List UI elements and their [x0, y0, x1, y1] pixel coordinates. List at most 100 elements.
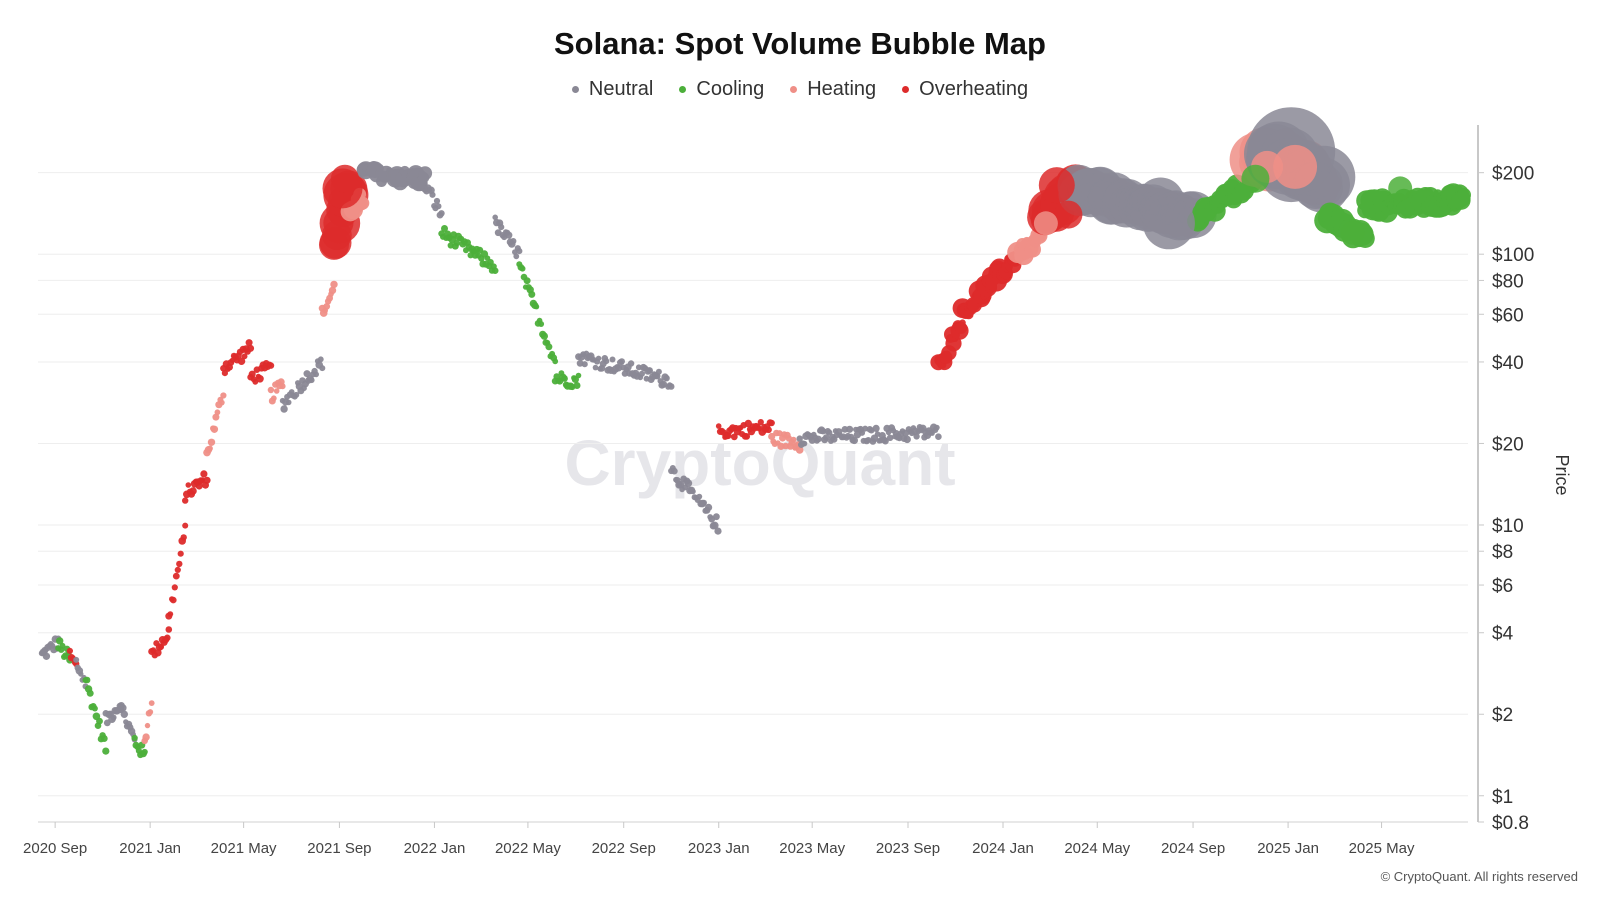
- bubble-heating: [270, 395, 277, 402]
- bubble-neutral: [317, 356, 324, 363]
- bubble-neutral: [663, 375, 670, 382]
- bubble-neutral: [659, 380, 668, 388]
- bubble-cooling-large: [1388, 176, 1413, 201]
- bubble-overheating: [730, 433, 738, 441]
- bubble-heating: [795, 446, 804, 454]
- y-tick-label: $4: [1492, 624, 1514, 645]
- bubble-neutral: [492, 214, 499, 221]
- y-tick-label: $10: [1492, 516, 1524, 537]
- bubble-neutral: [913, 433, 920, 440]
- bubble-cooling: [100, 735, 108, 742]
- bubble-heating: [356, 196, 370, 210]
- bubble-overheating: [176, 560, 183, 568]
- copyright-text: © CryptoQuant. All rights reserved: [1380, 869, 1578, 884]
- bubble-overheating: [189, 487, 197, 495]
- bubble-heating: [328, 286, 337, 295]
- bubble-cooling: [102, 747, 110, 755]
- bubble-overheating: [182, 497, 189, 504]
- bubble-neutral: [603, 358, 610, 365]
- bubble-neutral: [815, 435, 822, 443]
- y-tick-label: $200: [1492, 164, 1534, 185]
- bubble-heating: [220, 392, 227, 399]
- bubble-overheating: [959, 319, 966, 327]
- x-tick-label: 2020 Sep: [23, 840, 87, 857]
- legend-label-overheating: Overheating: [919, 78, 1029, 100]
- bubble-overheating-large: [1054, 200, 1083, 229]
- bubble-cooling-large: [1241, 164, 1270, 193]
- bubble-heating: [142, 733, 150, 741]
- bubble-heating: [210, 425, 219, 433]
- bubble-cooling: [533, 304, 540, 310]
- bubble-neutral: [705, 503, 713, 511]
- bubble-neutral: [280, 405, 288, 413]
- bubble-neutral: [872, 424, 880, 432]
- x-tick-labels: 2020 Sep 2021 Jan 2021 May 2021 Sep 2022 Jan…: [23, 822, 1415, 857]
- legend-item-heating[interactable]: Heating: [790, 78, 876, 101]
- bubble-heating: [207, 438, 216, 446]
- bubble-neutral: [882, 437, 889, 445]
- bubble-neutral: [885, 429, 892, 436]
- bubble-cooling: [86, 689, 94, 697]
- bubble-overheating: [170, 596, 177, 604]
- bubble-neutral: [609, 356, 616, 363]
- y-tick-label: $20: [1492, 434, 1524, 455]
- x-tick-label: 2021 Sep: [307, 840, 371, 857]
- y-tick-label: $80: [1492, 271, 1524, 292]
- bubble-overheating: [221, 370, 228, 377]
- chart-title: Solana: Spot Volume Bubble Map: [553, 26, 1046, 61]
- bubble-overheating: [154, 649, 162, 657]
- bubble-overheating: [757, 419, 764, 426]
- bubble-overheating: [267, 362, 275, 369]
- bubble-heating: [207, 445, 213, 452]
- bubble-neutral: [119, 704, 127, 712]
- bubble-neutral: [696, 493, 703, 500]
- x-tick-label: 2024 Jan: [972, 840, 1034, 857]
- bubble-neutral: [850, 436, 858, 445]
- legend: Neutral Cooling Heating Overheating: [0, 78, 1600, 101]
- bubble-heating: [267, 386, 275, 394]
- bubble-overheating: [66, 647, 73, 655]
- bubble-neutral: [933, 424, 940, 431]
- bubble-neutral: [285, 399, 292, 406]
- legend-item-overheating[interactable]: Overheating: [902, 78, 1028, 101]
- legend-item-cooling[interactable]: Cooling: [679, 78, 764, 101]
- x-tick-label: 2023 Jan: [688, 840, 750, 857]
- bubble-neutral: [886, 434, 894, 441]
- bubble-neutral: [429, 191, 436, 198]
- legend-label-heating: Heating: [807, 78, 877, 100]
- bubble-neutral: [826, 429, 833, 436]
- bubble-neutral: [819, 428, 827, 435]
- bubble-overheating: [165, 626, 173, 633]
- x-tick-label: 2022 Jan: [404, 840, 466, 857]
- bubble-neutral: [711, 521, 719, 530]
- bubble-cooling: [59, 642, 66, 649]
- legend-marker-neutral: [571, 86, 579, 93]
- y-tick-label: $60: [1492, 305, 1524, 326]
- bubble-cooling: [83, 676, 91, 684]
- bubble-neutral: [655, 368, 662, 375]
- bubble-overheating: [171, 584, 178, 591]
- y-tick-label: $0.8: [1492, 813, 1529, 834]
- bubble-heating: [279, 383, 286, 390]
- bubble-neutral: [714, 527, 722, 535]
- bubble-overheating: [182, 522, 189, 529]
- y-tick-label: $1: [1492, 787, 1513, 808]
- bubble-heating: [790, 436, 797, 443]
- bubble-heating: [147, 709, 154, 715]
- bubble-heating: [219, 399, 225, 406]
- x-tick-label: 2022 Sep: [592, 840, 656, 857]
- x-tick-label: 2021 Jan: [119, 840, 181, 857]
- bubble-overheating: [715, 423, 722, 429]
- bubble-neutral: [510, 238, 517, 245]
- bubble-neutral: [433, 197, 441, 205]
- x-tick-label: 2023 May: [779, 840, 845, 857]
- bubble-overheating: [241, 353, 248, 360]
- bubble-cooling: [519, 265, 526, 272]
- legend-item-neutral[interactable]: Neutral: [571, 78, 654, 101]
- bubble-neutral: [595, 355, 602, 361]
- bubble-neutral: [303, 370, 311, 378]
- bubble-cooling: [523, 277, 531, 285]
- legend-label-neutral: Neutral: [588, 78, 654, 100]
- bubble-neutral: [638, 370, 646, 377]
- bubble-cooling: [141, 748, 148, 756]
